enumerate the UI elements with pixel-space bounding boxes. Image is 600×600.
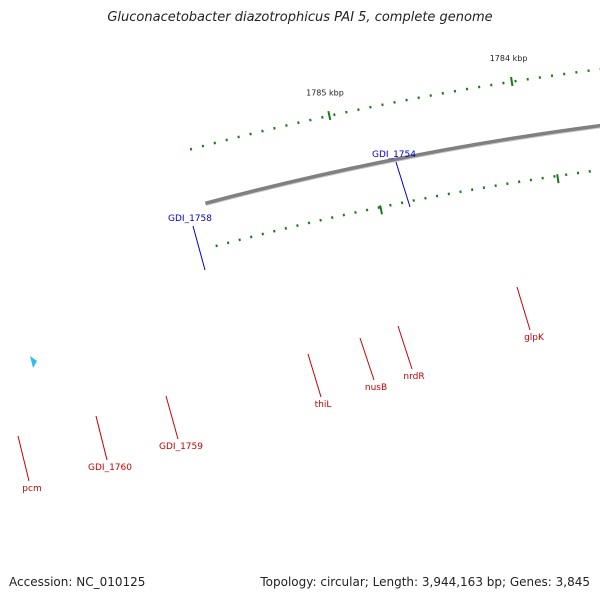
backbone-highlight (205, 127, 600, 206)
outer-track-dot (285, 124, 288, 127)
inner-track-dot (226, 241, 230, 245)
outer-track-dot (225, 138, 228, 142)
gene-label: glpK (524, 333, 545, 343)
inner-tick-track (215, 170, 591, 248)
gene-labels: GDI_1754 GDI_1758 glpK nrdR nusB thiL GDI_1759… (22, 150, 545, 494)
map-title: Gluconacetobacter diazotrophicus PAI 5, … (107, 10, 493, 25)
outer-track-dot (189, 147, 193, 151)
gene-label: thiL (315, 400, 332, 410)
label-leader-line (165, 395, 179, 440)
outer-track-dot (237, 135, 240, 139)
label-leader-line (95, 415, 108, 461)
tick-label: 1784 kbp (490, 54, 528, 63)
label-leader-line (307, 353, 322, 398)
inner-track-dot (342, 213, 346, 217)
inner-major-tick (379, 205, 383, 215)
outer-track-dot (201, 144, 205, 148)
outer-tick-track (189, 67, 600, 151)
gene-label: GDI_1758 (168, 214, 212, 224)
gene-label: GDI_1759 (159, 442, 203, 452)
inner-track-dot (330, 216, 334, 220)
inner-track-dot (377, 206, 380, 209)
inner-track-dot (307, 221, 311, 225)
outer-track-dot (345, 110, 348, 114)
gene-label: pcm (22, 484, 41, 494)
label-leader-line (17, 435, 30, 482)
gene-label: GDI_1754 (372, 150, 416, 160)
accession-text: Accession: NC_010125 (9, 575, 146, 589)
tick-labels: 1777 kbp1778 kbp1779 kbp1780 kbp1781 kbp… (306, 54, 560, 215)
outer-track-dot (273, 126, 276, 130)
major-tick (510, 76, 514, 87)
inner-track-dot (284, 226, 288, 230)
outer-track-dot (321, 115, 324, 119)
gene-label: nrdR (403, 372, 424, 382)
label-leaders (17, 161, 531, 482)
label-leader-line (516, 286, 531, 331)
label-leader-line (359, 337, 375, 381)
genome-backbone (204, 123, 600, 206)
outer-track-dot (249, 132, 252, 136)
cursor-marker-icon (30, 356, 37, 368)
gene-label: nusB (365, 383, 387, 393)
inner-track-dot (261, 232, 265, 236)
inner-track-dot (354, 211, 357, 214)
inner-track-dot (365, 208, 369, 212)
label-leader-line (192, 225, 206, 271)
major-tick (327, 110, 332, 121)
inner-track-dot (249, 235, 253, 239)
gene-label: GDI_1760 (88, 463, 132, 473)
inner-track-dot (215, 244, 218, 248)
outer-track-dot (261, 129, 264, 133)
label-leader-line (395, 161, 411, 208)
outer-track-dot (333, 113, 336, 117)
outer-track-dot (309, 118, 312, 122)
tick-label: 1785 kbp (306, 89, 344, 98)
backbone-line (204, 123, 600, 206)
outer-track-dot (297, 121, 300, 125)
inner-track-dot (296, 224, 299, 228)
inner-track-dot (319, 218, 322, 222)
inner-track-dot (273, 229, 276, 233)
inner-track-dot (238, 238, 241, 242)
label-leader-line (397, 325, 413, 370)
genome-summary-text: Topology: circular; Length: 3,944,163 bp… (260, 575, 590, 589)
outer-track-dot (213, 141, 217, 145)
outer-track-dot (357, 108, 360, 112)
inner-major-tick (556, 174, 560, 184)
